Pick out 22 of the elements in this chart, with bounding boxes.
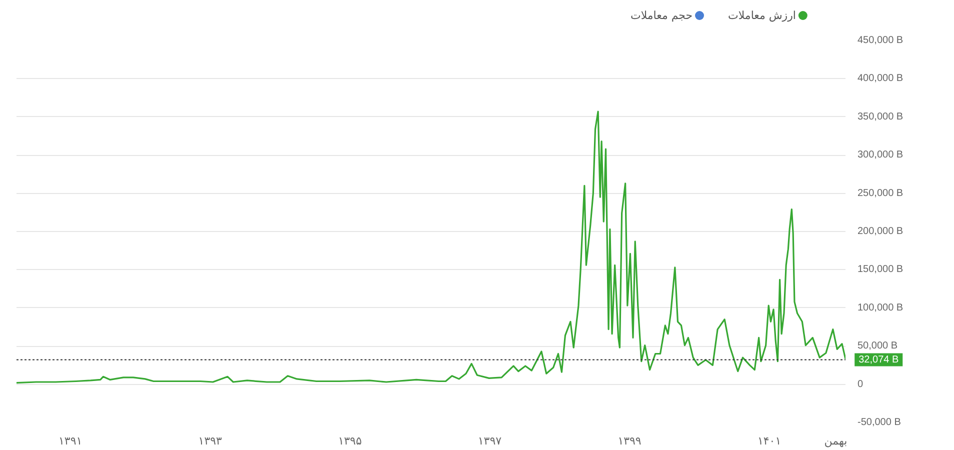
- y-tick-label: 50,000 B: [858, 340, 898, 352]
- y-tick-label: 250,000 B: [858, 188, 904, 199]
- x-tick-label: ۱۴۰۱: [757, 434, 782, 448]
- y-tick-label: 100,000 B: [858, 302, 904, 314]
- y-tick-label: 0: [858, 378, 864, 390]
- x-tick-label: ۱۳۹۹: [618, 434, 642, 448]
- y-tick-label: 300,000 B: [858, 150, 904, 161]
- y-tick-label: 450,000 B: [858, 35, 904, 46]
- x-tick-label: ۱۳۹۱: [58, 434, 82, 448]
- y-tick-label: 350,000 B: [858, 111, 904, 122]
- ref-line-label: 32,074 B: [858, 354, 899, 366]
- line-series: [16, 110, 846, 384]
- y-tick-label: 400,000 B: [858, 73, 904, 84]
- x-tick-label: ۱۳۹۷: [478, 434, 502, 448]
- x-tick-label: ۱۳۹۳: [198, 434, 222, 448]
- y-tick-label: -50,000 B: [858, 417, 902, 428]
- x-tick-label: ۱۳۹۵: [338, 434, 362, 448]
- legend-label: ارزش معاملات: [728, 9, 796, 22]
- legend-label: حجم معاملات: [630, 9, 693, 22]
- x-tick-label: بهمن: [824, 434, 848, 448]
- y-tick-label: 200,000 B: [858, 226, 904, 237]
- y-tick-label: 150,000 B: [858, 264, 904, 276]
